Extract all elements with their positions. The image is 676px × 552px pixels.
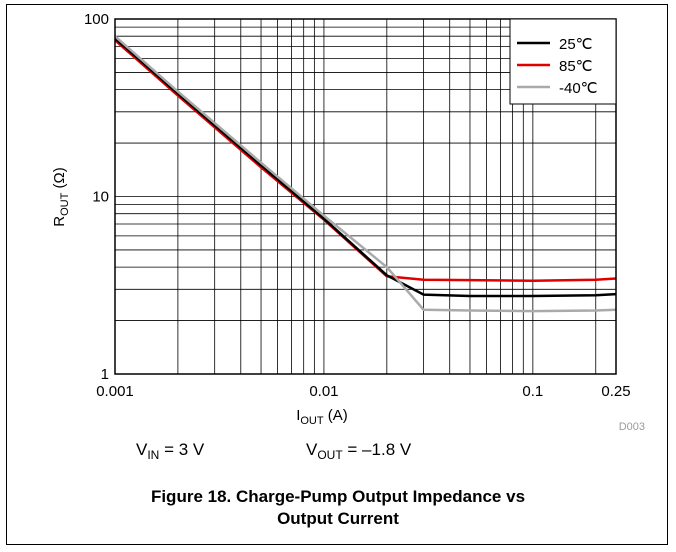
vout-tail: = –1.8 V (342, 440, 412, 459)
series-lines (114, 35, 617, 313)
vout-sub: OUT (317, 448, 343, 462)
vout-main: V (306, 440, 318, 459)
vin-sub: IN (147, 448, 160, 462)
figure-id: D003 (619, 421, 645, 433)
x-tick-label: 0.01 (309, 383, 338, 400)
y-axis-label: ROUT (Ω) (51, 167, 71, 226)
plot-frame (114, 18, 617, 375)
series-line-1 (114, 39, 617, 283)
x-axis-label-sub: OUT (300, 415, 324, 427)
series-line-2 (114, 35, 617, 313)
x-tick-label: 0.25 (601, 383, 630, 400)
y-tick-label: 10 (92, 189, 109, 206)
vout-condition: VOUT = –1.8 V (306, 440, 411, 462)
vin-condition: VIN = 3 V (136, 440, 204, 462)
vin-tail: = 3 V (159, 440, 205, 459)
x-tick-label: 0.001 (96, 383, 134, 400)
x-axis-label-tail: (A) (324, 407, 348, 424)
x-tick-label: 0.1 (522, 383, 543, 400)
figure-frame (6, 4, 668, 545)
y-tick-label: 100 (84, 11, 109, 28)
vin-main: V (136, 440, 148, 459)
tick-labels: 0.001 0.01 0.1 0.25 1 10 100 (84, 11, 631, 400)
legend-label-85c: 85℃ (559, 58, 593, 75)
legend-label-25c: 25℃ (559, 36, 593, 53)
legend: 25℃ 85℃ -40℃ (509, 18, 617, 105)
y-axis-label-tail: (Ω) (51, 167, 68, 192)
x-axis-label: IOUT (A) (296, 407, 348, 427)
y-tick-label: 1 (101, 366, 109, 383)
series-line-0 (114, 37, 617, 298)
legend-box (509, 18, 617, 105)
legend-label-m40c: -40℃ (559, 80, 598, 97)
figure-caption-line2: Output Current (277, 509, 399, 528)
figure-caption-line1: Figure 18. Charge-Pump Output Impedance … (150, 487, 526, 506)
y-axis-label-main: R (51, 216, 68, 227)
y-axis-label-sub: OUT (59, 192, 71, 216)
x-axis-label-main: I (296, 407, 300, 424)
